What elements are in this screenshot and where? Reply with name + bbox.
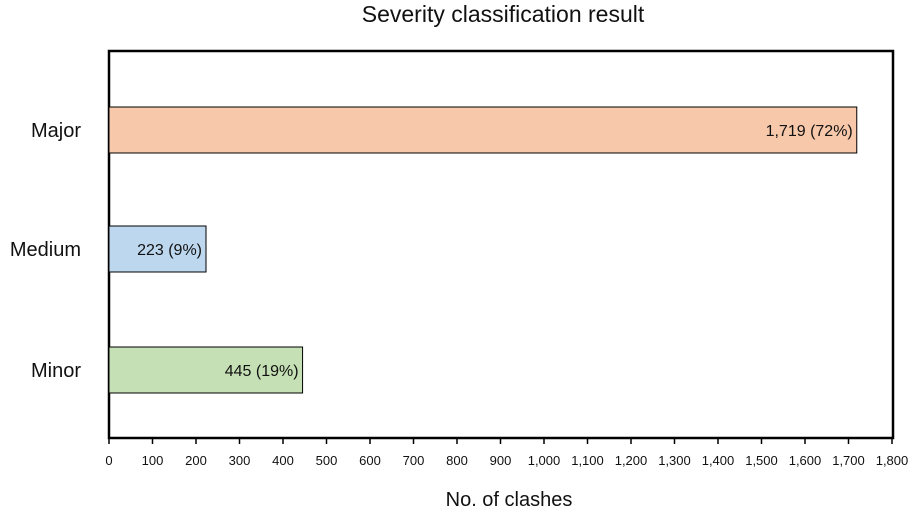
x-tick-label: 700 [403, 453, 425, 468]
bars-layer: 1,719 (72%) 223 (9%) 445 (19%) [108, 106, 858, 394]
x-tick-label: 1,200 [615, 453, 648, 468]
x-tick-label: 1,100 [571, 453, 604, 468]
bar-value-label-medium: 223 (9%) [137, 242, 202, 259]
category-label-medium: Medium [10, 239, 81, 261]
bar-minor [108, 346, 304, 394]
x-tick-label: 1,400 [702, 453, 735, 468]
x-axis-title: No. of clashes [446, 489, 573, 511]
bar-major [108, 106, 858, 154]
x-tick-label: 100 [142, 453, 164, 468]
x-tick-label: 0 [105, 453, 112, 468]
x-tick-label: 1,700 [832, 453, 865, 468]
x-tick-label: 1,500 [745, 453, 778, 468]
x-tick-label: 1,000 [528, 453, 561, 468]
x-axis-ticks: 0 100 200 300 400 500 600 700 800 900 1,000 1,100 1,… [105, 438, 908, 468]
bar-value-label-minor: 445 (19%) [225, 363, 299, 380]
x-tick-label: 1,800 [876, 453, 909, 468]
x-tick-label: 600 [359, 453, 381, 468]
x-tick-label: 300 [229, 453, 251, 468]
chart-title: Severity classification result [362, 1, 645, 27]
x-tick-label: 800 [446, 453, 468, 468]
x-tick-label: 1,600 [789, 453, 822, 468]
x-tick-label: 400 [272, 453, 294, 468]
category-label-major: Major [31, 120, 81, 142]
x-tick-label: 500 [316, 453, 338, 468]
category-labels: Major Medium Minor [10, 120, 81, 382]
x-tick-label: 900 [490, 453, 512, 468]
x-tick-label: 1,300 [658, 453, 691, 468]
bar-value-label-major: 1,719 (72%) [766, 123, 853, 140]
bar-medium [108, 225, 207, 273]
x-tick-label: 200 [185, 453, 207, 468]
category-label-minor: Minor [31, 360, 81, 382]
